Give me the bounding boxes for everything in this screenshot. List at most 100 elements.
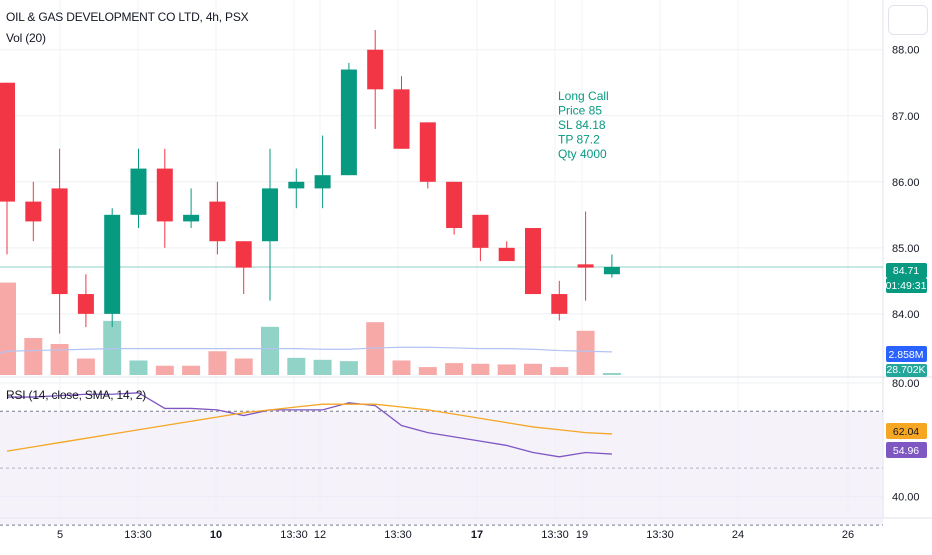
- candle-body-21: [551, 294, 568, 314]
- volume-bar-12: [313, 359, 332, 375]
- volume-bar-19: [497, 364, 516, 375]
- volume-ma-line: [0, 346, 612, 354]
- candle-body-9: [235, 241, 252, 268]
- time-tick-2: 10: [210, 529, 222, 541]
- time-tick-9: 13:30: [646, 529, 674, 541]
- price-tick-2: 86.00: [892, 177, 920, 189]
- rsi-line: [7, 392, 612, 458]
- volume-bar-8: [208, 351, 227, 375]
- volume-bar-13: [339, 361, 358, 375]
- annotation-line-3: TP 87.2: [558, 133, 600, 147]
- time-tick-4: 12: [314, 529, 326, 541]
- volume-bar-0: [0, 282, 16, 375]
- rsi-tick-1: 40.00: [892, 492, 920, 504]
- candle-body-17: [446, 181, 463, 229]
- annotation-line-2: SL 84.18: [558, 118, 606, 132]
- price-tick-1: 87.00: [892, 111, 920, 123]
- candle-body-5: [130, 168, 147, 215]
- volume-bar-14: [366, 322, 385, 375]
- time-tick-5: 13:30: [384, 529, 412, 541]
- volume-bar-22: [576, 330, 595, 375]
- volume-indicator-label: Vol (20): [6, 31, 46, 45]
- axes: 88.00 87.00 86.00 85.00 84.00 80.00 40.00 5 13:3…: [57, 45, 920, 541]
- rsi-ma-badge-bg: [886, 423, 927, 439]
- time-tick-8: 19: [576, 529, 588, 541]
- price-tick-4: 84.00: [892, 309, 920, 321]
- rsi-value-badge: 54.96: [893, 445, 919, 457]
- time-tick-3: 13:30: [280, 529, 308, 541]
- candle-body-10: [262, 188, 278, 242]
- candle-body-13: [340, 69, 357, 176]
- time-tick-0: 5: [57, 529, 63, 541]
- time-tick-1: 13:30: [124, 529, 152, 541]
- volume-bar-16: [418, 367, 437, 375]
- candle-body-18: [472, 214, 489, 248]
- volume-bar-17: [445, 363, 464, 375]
- volume-bar-10: [261, 326, 279, 375]
- volume-bar-3: [76, 358, 95, 375]
- rsi-ma-line: [6, 403, 612, 452]
- candle-body-1: [25, 201, 42, 222]
- volume-bar-4: [103, 320, 122, 375]
- price-tick-3: 85.00: [892, 243, 920, 255]
- annotation-line-0: Long Call: [558, 89, 609, 103]
- volume-bar-11: [287, 357, 306, 375]
- candle-body-14: [367, 49, 384, 90]
- volume-pane: [0, 282, 621, 375]
- volume-bar-7: [182, 365, 201, 375]
- rsi-ma-badge: 62.04: [893, 426, 919, 438]
- rsi-value-badge-bg: [886, 442, 927, 458]
- volume-bar-5: [129, 360, 148, 375]
- volume-bar-15: [392, 360, 411, 375]
- time-tick-11: 26: [842, 529, 854, 541]
- candle-body-19: [498, 247, 515, 262]
- candle-body-3: [77, 294, 94, 314]
- countdown-badge: 01:49:31: [886, 280, 927, 292]
- candle-body-0: [0, 82, 15, 202]
- rsi-tick-0: 80.00: [892, 378, 920, 390]
- volume-ma-badge: 2.858M: [888, 349, 923, 361]
- time-tick-6: 17: [471, 529, 483, 541]
- volume-bar-23: [602, 373, 621, 375]
- price-tick-0: 88.00: [892, 45, 920, 57]
- rsi-band: [0, 410, 883, 526]
- candle-body-7: [183, 214, 200, 222]
- volume-last-badge: 28.702K: [886, 364, 925, 376]
- volume-bar-21: [550, 367, 569, 375]
- candle-body-8: [209, 201, 226, 242]
- candle-body-15: [393, 89, 410, 149]
- volume-bar-6: [155, 365, 174, 375]
- rsi-indicator-label: RSI (14, close, SMA, 14, 2): [6, 388, 146, 402]
- volume-ma-badge-bg: [886, 346, 927, 362]
- candle-body-11: [288, 181, 305, 189]
- price-badge: 84.71: [893, 265, 919, 277]
- candle-body-16: [419, 122, 436, 182]
- annotation-line-4: Qty 4000: [558, 147, 607, 161]
- candle-body-20: [525, 228, 541, 295]
- annotation-line-1: Price 85: [558, 104, 602, 118]
- price-badge-bg: [886, 263, 927, 278]
- time-tick-10: 24: [732, 529, 744, 541]
- candle-body-22: [577, 264, 594, 268]
- chart-settings-button[interactable]: [888, 5, 928, 35]
- rsi-pane: [6, 392, 612, 458]
- volume-bar-18: [471, 363, 490, 375]
- volume-bar-9: [234, 358, 253, 375]
- volume-bar-1: [24, 338, 43, 375]
- volume-bar-2: [50, 343, 69, 375]
- countdown-badge-bg: [886, 278, 927, 293]
- symbol-title: OIL & GAS DEVELOPMENT CO LTD, 4h, PSX: [6, 10, 249, 24]
- volume-bar-20: [524, 363, 542, 375]
- candle-body-6: [156, 168, 173, 222]
- volume-last-badge-bg: [886, 364, 927, 377]
- candle-body-12: [314, 175, 331, 189]
- price-pane: [0, 29, 620, 334]
- price-badges: 84.71 01:49:31 2.858M 28.702K 62.04 54.96: [886, 263, 927, 458]
- time-tick-7: 13:30: [541, 529, 569, 541]
- candle-body-4: [104, 214, 121, 314]
- candle-body-23: [603, 266, 620, 275]
- candle-body-2: [51, 188, 68, 295]
